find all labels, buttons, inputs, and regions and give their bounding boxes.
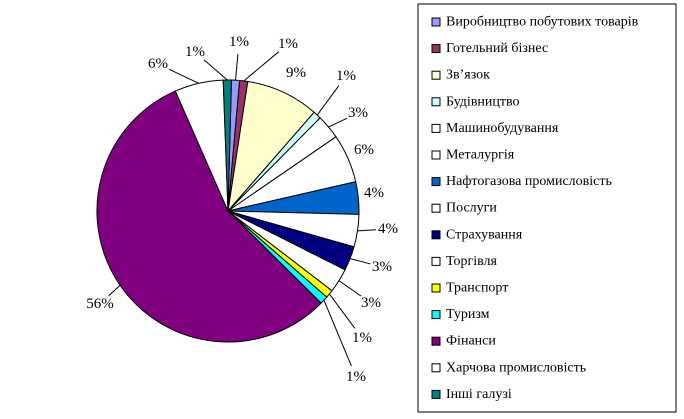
leader-line-8: [357, 229, 377, 232]
legend-item-2: Готельний бізнес: [431, 41, 548, 56]
legend-item-11: Транспорт: [431, 281, 508, 296]
legend-frame: [417, 3, 677, 413]
legend-label: Фінанси: [446, 334, 496, 349]
pie-label-13: 56%: [86, 296, 114, 312]
pie-label-12: 1%: [346, 369, 366, 385]
pie-label-3: 9%: [286, 65, 306, 81]
pie-slice-13: [96, 90, 322, 343]
leader-line-1: [235, 53, 239, 81]
legend-swatch: [431, 363, 441, 373]
legend-item-5: Машинобудування: [431, 121, 559, 136]
pie-label-14: 6%: [148, 56, 168, 72]
legend-label: Туризм: [446, 307, 490, 322]
legend-item-12: Туризм: [431, 307, 490, 322]
legend-item-15: Інші галузі: [431, 387, 512, 402]
legend-swatch: [431, 44, 441, 54]
leader-line-9: [349, 258, 371, 265]
legend-label: Виробництво побутових товарів: [446, 15, 639, 30]
legend-swatch: [431, 230, 441, 240]
leader-line-11: [328, 293, 356, 329]
legend-item-6: Металургія: [431, 148, 515, 163]
legend-label: Металургія: [446, 148, 515, 163]
legend-item-9: Страхування: [431, 227, 523, 242]
legend-item-3: Зв’язок: [431, 68, 490, 83]
pie-label-9: 3%: [372, 259, 392, 275]
pie-label-7: 4%: [364, 185, 384, 201]
pie-label-5: 3%: [348, 105, 368, 121]
leader-line-13: [108, 284, 121, 297]
leader-line-15: [203, 59, 228, 81]
pie-percent-labels: 1% 1% 9% 1% 3% 6% 4% 4% 3% 3% 1% 1% 56% 6% 1%: [86, 34, 398, 385]
legend-swatch: [431, 150, 441, 160]
legend-label: Страхування: [446, 227, 523, 242]
pie-label-6: 6%: [354, 142, 374, 158]
pie-label-11: 1%: [352, 330, 372, 346]
legend-swatch: [431, 97, 441, 107]
leader-line-12: [323, 299, 352, 367]
pie-label-10: 3%: [361, 295, 381, 311]
legend-swatch: [431, 17, 441, 27]
legend-swatch: [431, 283, 441, 293]
legend-item-4: Будівництво: [431, 94, 520, 109]
legend-label: Послуги: [446, 201, 497, 216]
pie-label-15: 1%: [185, 44, 205, 60]
pie-label-2: 1%: [278, 36, 298, 52]
leader-line-5: [328, 117, 348, 128]
legend-item-14: Харчова промисловість: [431, 360, 586, 375]
legend-swatch: [431, 336, 441, 346]
pie-slice-15: [222, 79, 232, 212]
legend-item-13: Фінанси: [431, 334, 496, 349]
pie-label-8: 4%: [378, 221, 398, 237]
pie-label-1: 1%: [229, 34, 249, 50]
legend-swatch: [431, 389, 441, 399]
legend-swatch: [431, 70, 441, 80]
legend-label: Нафтогазова промисловість: [446, 174, 612, 189]
legend-item-7: Нафтогазова промисловість: [431, 174, 612, 189]
legend-label: Машинобудування: [446, 121, 559, 136]
leader-line-4: [316, 85, 340, 116]
legend-item-8: Послуги: [431, 201, 497, 216]
legend-item-1: Виробництво побутових товарів: [431, 15, 639, 30]
legend-item-10: Торгівля: [431, 254, 498, 269]
legend-swatch: [431, 310, 441, 320]
pie-label-4: 1%: [336, 68, 356, 84]
legend-label: Харчова промисловість: [446, 360, 586, 375]
pie-slices: [96, 79, 360, 343]
legend-swatch: [431, 123, 441, 133]
legend-label: Зв’язок: [446, 68, 490, 83]
legend-label: Транспорт: [446, 281, 508, 296]
leader-line-14: [168, 68, 199, 84]
legend-label: Готельний бізнес: [446, 41, 548, 56]
legend-swatch: [431, 177, 441, 187]
legend-swatch: [431, 203, 441, 213]
label-leader-lines: [108, 51, 377, 367]
legend-label: Будівництво: [446, 94, 520, 109]
legend-label: Інші галузі: [446, 387, 512, 402]
leader-line-10: [338, 280, 362, 297]
legend-label: Торгівля: [446, 254, 498, 269]
leader-line-2: [243, 51, 280, 82]
legend-swatch: [431, 256, 441, 266]
legend: Виробництво побутових товарів Готельний б…: [417, 3, 677, 413]
